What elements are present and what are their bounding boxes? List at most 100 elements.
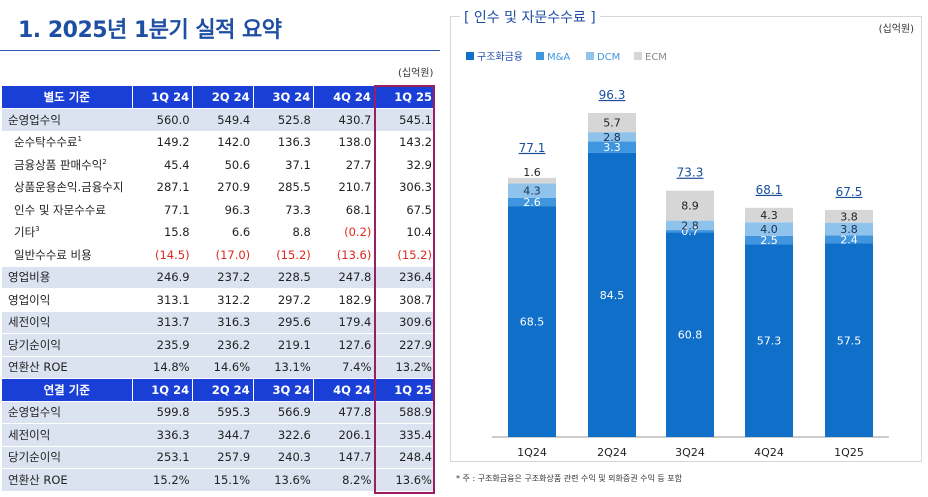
total-label: 67.5 <box>836 185 863 199</box>
row-label: 연환산 ROE <box>8 472 68 487</box>
table-column-header: 2Q 24 <box>192 378 254 402</box>
row-label-cell: 연환산 ROE <box>2 356 132 379</box>
row-label-cell: 일반수수료 비용 <box>2 243 132 267</box>
row-label: 당기순이익 <box>8 337 61 352</box>
row-label-cell: 연환산 ROE <box>2 468 132 492</box>
row-label: 상품운용손익.금융수지 <box>14 180 124 195</box>
value-cell: 246.9 <box>132 266 193 289</box>
value-cell: 309.6 <box>374 311 435 334</box>
table-unit-label: (십억원) <box>398 68 434 79</box>
data-label: 2.8 <box>681 219 699 232</box>
value-cell: 336.3 <box>132 423 193 447</box>
value-cell: 96.3 <box>192 198 254 222</box>
data-label: 57.5 <box>837 334 862 347</box>
value-cell: 73.3 <box>253 198 314 222</box>
data-label: 3.8 <box>840 223 858 236</box>
value-cell: 236.4 <box>374 266 435 289</box>
table-column-header: 4Q 24 <box>313 378 375 402</box>
chart-title-bg <box>460 6 600 26</box>
row-label-cell: 순수탁수수료1 <box>2 131 132 154</box>
data-label: 3.8 <box>840 210 858 223</box>
table-row: 당기순이익 253.1 257.9 240.3 147.7 248.4 <box>2 446 435 469</box>
table-row: 순수탁수수료1 149.2 142.0 136.3 138.0 143.2 <box>2 131 435 154</box>
table-column-header: 3Q 24 <box>252 378 314 402</box>
value-cell: 285.5 <box>253 176 314 199</box>
value-cell: 14.6% <box>192 356 254 379</box>
table-row: 상품운용손익.금융수지 287.1 270.9 285.5 210.7 306.3 <box>2 176 435 199</box>
value-cell: 8.2% <box>313 468 375 492</box>
value-cell: 308.7 <box>374 288 435 312</box>
legend-label: ECM <box>645 52 667 63</box>
row-label: 순영업수익 <box>8 405 61 420</box>
data-label: 1.6 <box>523 166 541 179</box>
data-label: 8.9 <box>681 200 699 213</box>
value-cell: 595.3 <box>192 401 254 424</box>
value-cell: 297.2 <box>253 288 314 312</box>
table-column-header: 1Q 24 <box>131 378 193 402</box>
table-row: 인수 및 자문수수료 77.1 96.3 73.3 68.1 67.5 <box>2 198 435 222</box>
bar-segment <box>588 141 636 153</box>
value-cell: 13.2% <box>374 356 435 379</box>
value-cell: 549.4 <box>192 108 254 132</box>
row-label: 영업이익 <box>8 292 51 307</box>
data-label: 68.5 <box>520 316 545 329</box>
value-cell: 248.4 <box>374 446 435 469</box>
bar-segment <box>745 222 793 236</box>
value-cell: 313.1 <box>132 288 193 312</box>
x-tick-label: 4Q24 <box>754 446 784 459</box>
value-cell: 313.7 <box>132 311 193 334</box>
value-cell: 566.9 <box>253 401 314 424</box>
value-cell: (15.2) <box>374 243 435 267</box>
row-label: 당기순이익 <box>8 450 61 465</box>
value-cell: 316.3 <box>192 311 254 334</box>
chart-unit-label: (십억원) <box>879 23 915 35</box>
table-column-header: 2Q 24 <box>192 86 254 109</box>
legend-label: M&A <box>547 52 570 63</box>
value-cell: 344.7 <box>192 423 254 447</box>
value-cell: 67.5 <box>374 198 435 222</box>
value-cell: 147.7 <box>313 446 375 469</box>
row-label: 연환산 ROE <box>8 360 68 375</box>
data-label: 5.7 <box>603 117 621 130</box>
table-column-header: 1Q 25 <box>373 378 435 402</box>
row-label: 영업비용 <box>8 270 51 285</box>
data-label: 84.5 <box>600 289 625 302</box>
row-label: 순영업수익 <box>8 112 61 127</box>
value-cell: 599.8 <box>132 401 193 424</box>
value-cell: 13.1% <box>253 356 314 379</box>
table-row: 순영업수익 599.8 595.3 566.9 477.8 588.9 <box>2 401 435 424</box>
value-cell: 15.1% <box>192 468 254 492</box>
value-cell: 179.4 <box>313 311 375 334</box>
data-label: 3.3 <box>603 141 621 154</box>
data-label: 2.8 <box>603 131 621 144</box>
bar-segment <box>588 132 636 142</box>
legend-swatch <box>634 52 642 60</box>
table-row: 영업이익 313.1 312.2 297.2 182.9 308.7 <box>2 288 435 312</box>
bar-segment <box>745 244 793 437</box>
legend-label: 구조화금융 <box>477 51 523 63</box>
value-cell: 138.0 <box>313 131 375 154</box>
bar-segment <box>666 190 714 221</box>
table-column-header: 4Q 24 <box>313 86 375 109</box>
value-cell: 270.9 <box>192 176 254 199</box>
value-cell: 45.4 <box>132 153 193 177</box>
value-cell: 430.7 <box>313 108 375 132</box>
value-cell: 37.1 <box>253 153 314 177</box>
legend-label: DCM <box>597 52 620 63</box>
value-cell: 253.1 <box>132 446 193 469</box>
table-row: 당기순이익 235.9 236.2 219.1 127.6 227.9 <box>2 333 435 357</box>
table-header-row: 연결 기준 1Q 24 2Q 24 3Q 24 4Q 24 1Q 25 <box>2 378 435 402</box>
table-row: 연환산 ROE 15.2% 15.1% 13.6% 8.2% 13.6% <box>2 468 435 492</box>
row-label: 금융상품 판매수익 <box>14 157 103 172</box>
value-cell: 6.6 <box>192 221 254 244</box>
value-cell: 7.4% <box>313 356 375 379</box>
value-cell: 247.8 <box>313 266 375 289</box>
value-cell: 136.3 <box>253 131 314 154</box>
chart-title: [ 인수 및 자문수수료 ] <box>464 10 596 26</box>
value-cell: 14.8% <box>132 356 193 379</box>
value-cell: 227.9 <box>374 333 435 357</box>
value-cell: 68.1 <box>313 198 375 222</box>
value-cell: (14.5) <box>132 243 193 267</box>
x-tick-label: 3Q24 <box>675 446 705 459</box>
